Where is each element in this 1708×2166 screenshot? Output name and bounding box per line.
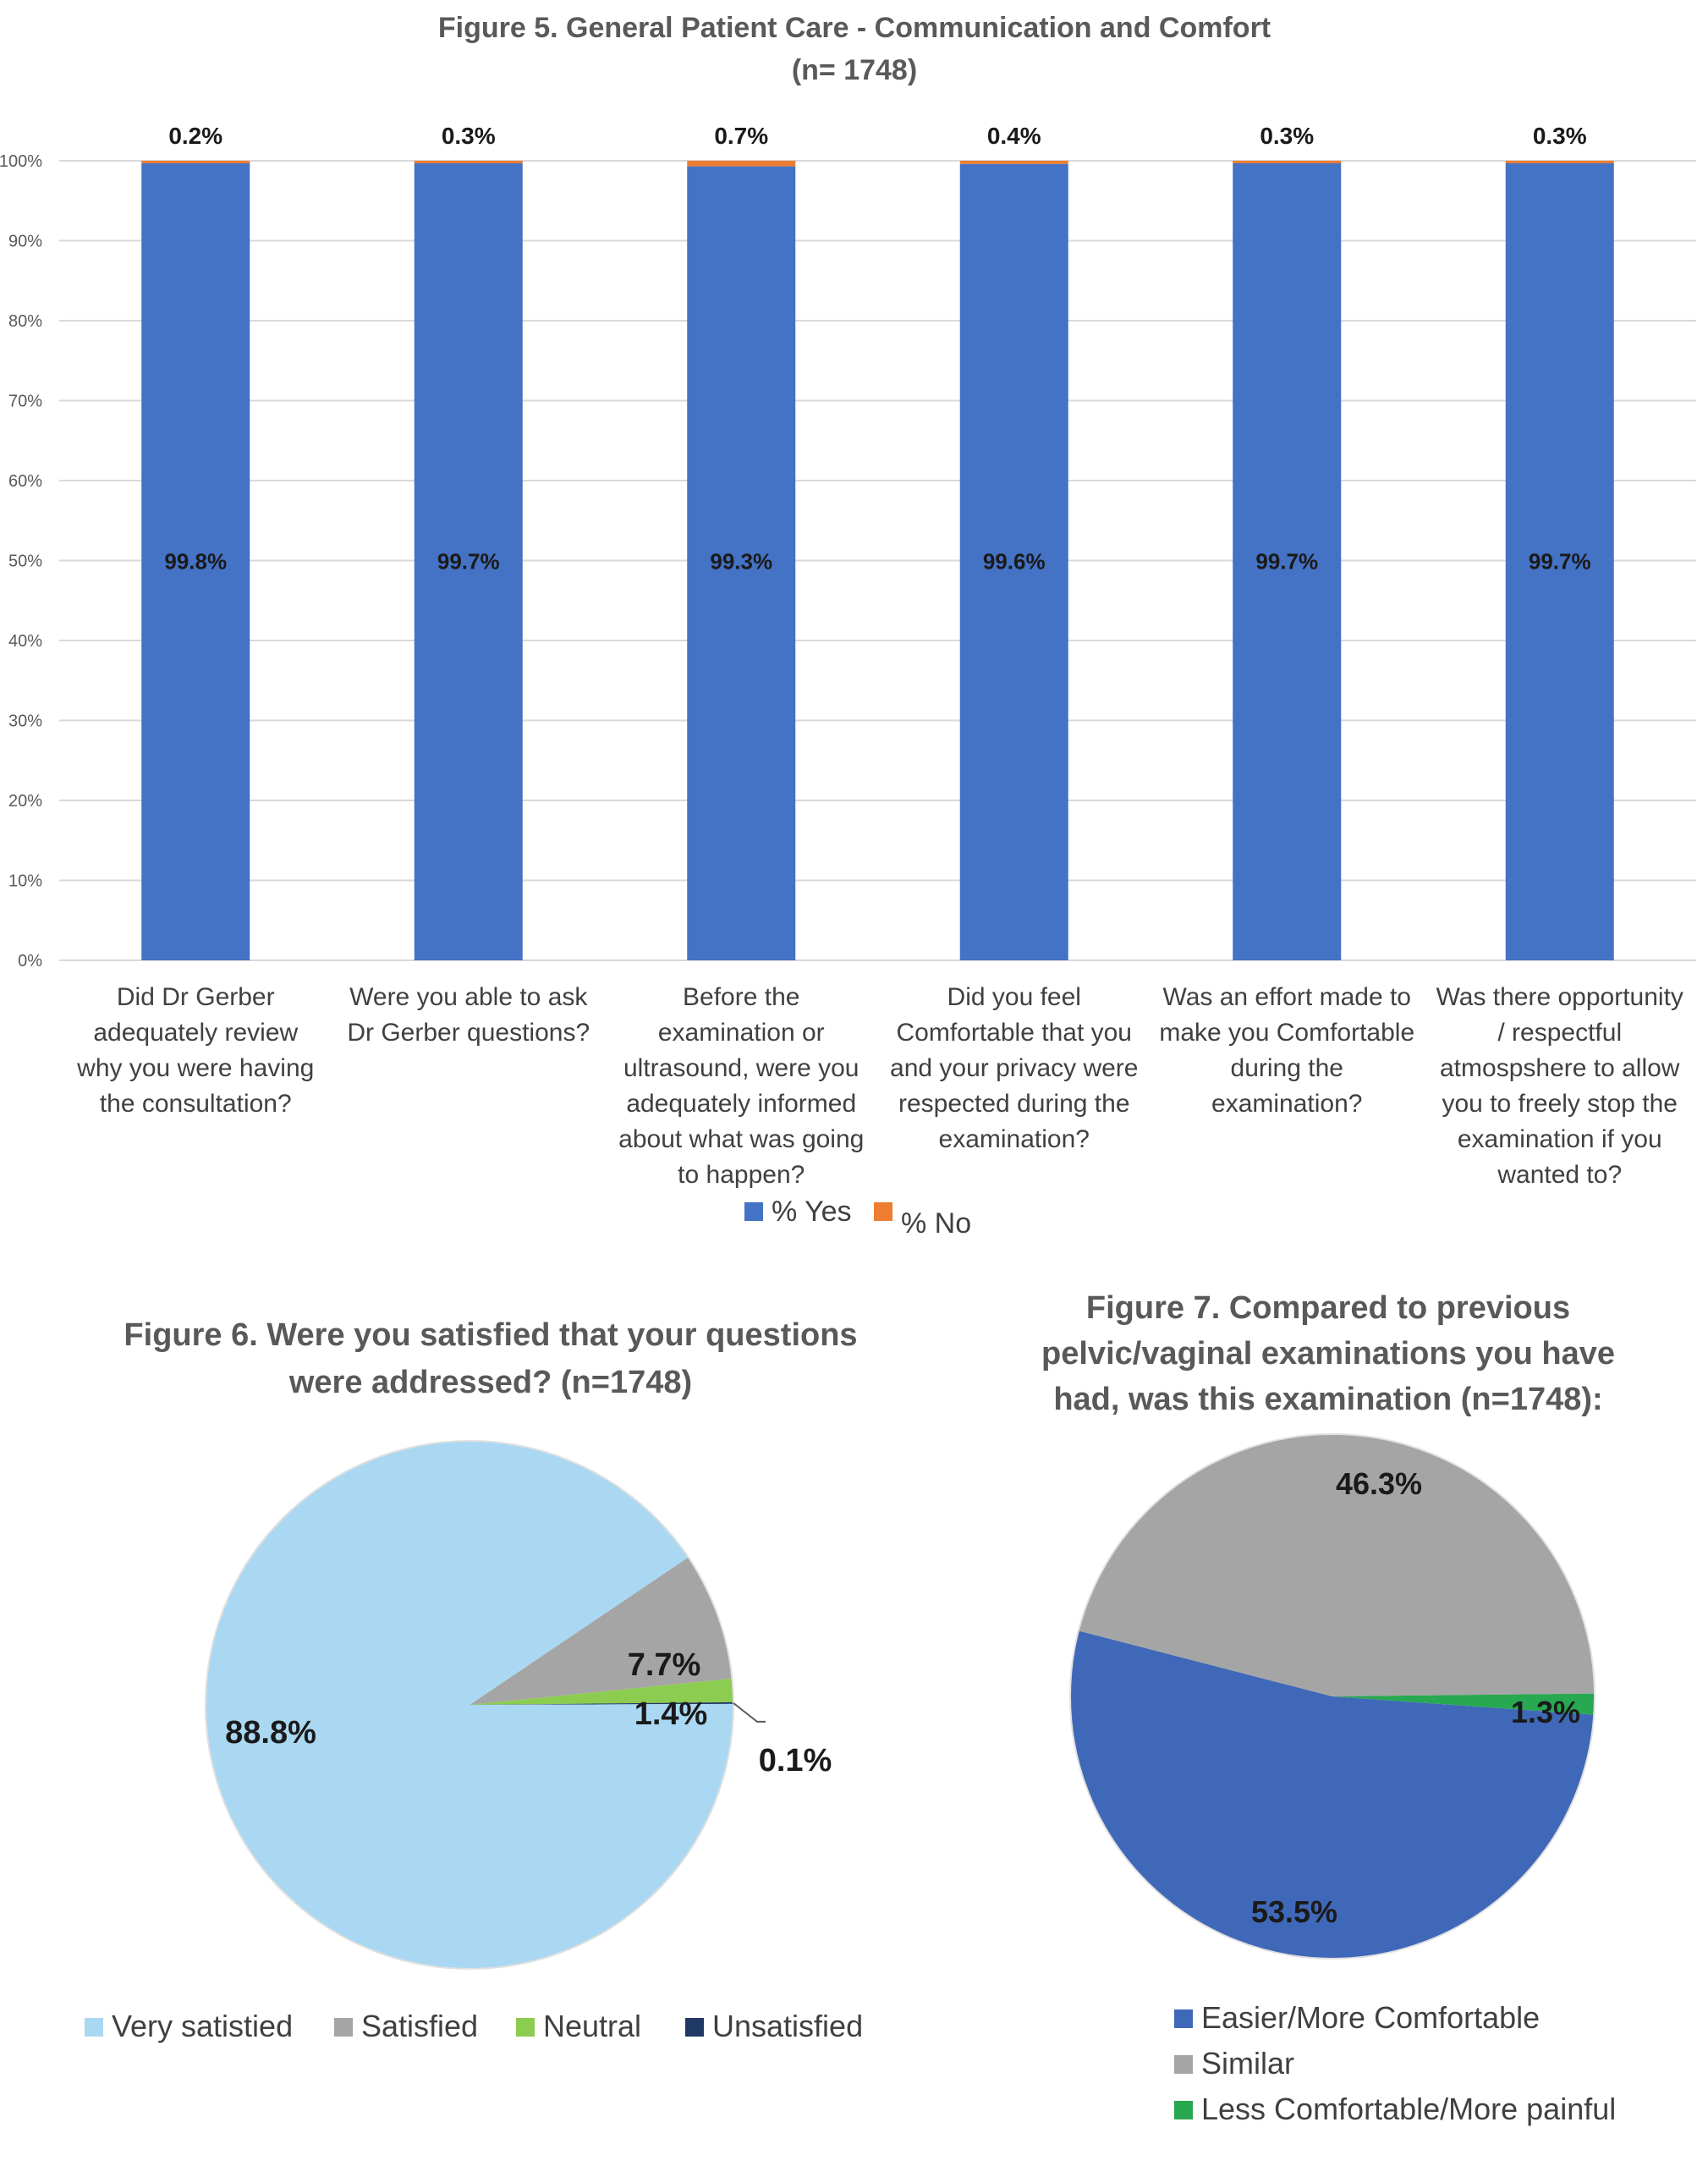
pie-slice <box>1070 1630 1595 1959</box>
legend-label: Very satistied <box>112 2009 293 2043</box>
legend-label: Unsatisfied <box>712 2009 863 2043</box>
pie-slice <box>1078 1434 1595 1696</box>
data-label-yes: 99.6% <box>983 549 1046 574</box>
pie-title-line: were addressed? (n=1748) <box>288 1365 692 1400</box>
bar-yes <box>1233 162 1342 960</box>
bar-no <box>141 161 250 163</box>
legend-swatch <box>334 2018 353 2037</box>
pie-outline <box>1069 1433 1595 1960</box>
y-tick-label: 10% <box>8 872 42 891</box>
legend-swatch <box>1174 2055 1193 2074</box>
data-label-yes: 99.7% <box>1255 549 1318 574</box>
y-tick-label: 60% <box>8 472 42 491</box>
data-label-no: 0.7% <box>714 123 768 149</box>
bar-no <box>1233 161 1342 163</box>
pie-title-line: Figure 6. Were you satisfied that your q… <box>124 1317 857 1353</box>
data-label-no: 0.4% <box>987 123 1041 149</box>
legend-swatch <box>85 2018 103 2037</box>
data-label-yes: 99.3% <box>710 549 772 574</box>
bar-no <box>687 161 796 167</box>
pie-slice <box>470 1701 733 1705</box>
legend-label: Easier/More Comfortable <box>1201 2000 1540 2035</box>
bar-yes <box>1505 162 1614 960</box>
x-category-label: Did Dr Gerber adequately review why you we… <box>76 983 314 1118</box>
pie-outline <box>205 1440 734 1970</box>
y-tick-label: 80% <box>8 312 42 331</box>
pie-leader-line <box>733 1702 766 1723</box>
x-category-label: Was an effort made to make you Comfortabl… <box>1159 983 1414 1118</box>
legend-swatch <box>1174 2009 1193 2028</box>
x-category-label: Was there opportunity / respectful atmosps… <box>1436 983 1683 1189</box>
figure-5-stacked-bar-chart: Figure 5. General Patient Care - Communi… <box>0 12 1696 1240</box>
y-tick-label: 70% <box>8 393 42 411</box>
figure-7-pie-chart: Figure 7. Compared to previous pelvic/vag… <box>1041 1290 1616 2126</box>
legend-label-no: % No <box>901 1207 971 1240</box>
y-tick-label: 50% <box>8 552 42 571</box>
pie-data-label: 46.3% <box>1336 1466 1422 1501</box>
x-category-label: Were you able to ask Dr Gerber questions? <box>347 983 590 1047</box>
legend-label: Less Comfortable/More painful <box>1201 2092 1616 2126</box>
y-tick-label: 0% <box>18 952 42 970</box>
data-label-yes: 99.7% <box>437 549 500 574</box>
data-label-no: 0.3% <box>1533 123 1587 149</box>
pie-title-line: Figure 7. Compared to previous <box>1086 1290 1570 1326</box>
pie-data-label: 1.3% <box>1511 1695 1580 1729</box>
legend-swatch <box>685 2018 704 2037</box>
pie-data-label: 7.7% <box>628 1647 701 1683</box>
pie-slice <box>470 1678 733 1705</box>
legend-swatch <box>516 2018 535 2037</box>
bar-no <box>959 161 1068 164</box>
bar-no <box>414 161 523 163</box>
pie-data-label: 1.4% <box>634 1696 708 1732</box>
bar-yes <box>687 166 796 961</box>
data-label-yes: 99.7% <box>1529 549 1591 574</box>
pie-slice <box>470 1557 733 1705</box>
y-tick-label: 40% <box>8 632 42 651</box>
y-tick-label: 30% <box>8 712 42 731</box>
y-tick-label: 20% <box>8 792 42 811</box>
bar-yes <box>141 162 250 960</box>
bar-no <box>1505 161 1614 163</box>
chart-subtitle: (n= 1748) <box>792 54 917 86</box>
y-tick-label: 100% <box>0 152 42 171</box>
legend-label: Satisfied <box>361 2009 478 2043</box>
legend-label: Neutral <box>543 2009 641 2043</box>
legend-swatch-yes <box>744 1202 763 1221</box>
chart-title: Figure 5. General Patient Care - Communi… <box>438 12 1271 44</box>
x-category-label: Did you feel Comfortable that you and your… <box>890 983 1138 1153</box>
legend-label-yes: % Yes <box>772 1196 852 1228</box>
data-label-no: 0.2% <box>168 123 222 149</box>
legend-label: Similar <box>1201 2046 1294 2081</box>
pie-title-line: pelvic/vaginal examinations you have <box>1041 1336 1615 1372</box>
pie-data-label: 53.5% <box>1251 1894 1337 1929</box>
pie-data-label: 0.1% <box>759 1743 832 1778</box>
x-category-label: Before the examination or ultrasound, were… <box>618 983 864 1189</box>
pie-slice <box>1332 1693 1595 1715</box>
bar-yes <box>959 163 1068 960</box>
pie-title-line: had, was this examination (n=1748): <box>1053 1382 1602 1417</box>
bar-yes <box>414 162 523 960</box>
data-label-no: 0.3% <box>442 123 496 149</box>
y-tick-label: 90% <box>8 233 42 251</box>
pie-slice <box>206 1441 734 1969</box>
pie-data-label: 88.8% <box>225 1715 316 1751</box>
legend-swatch-no <box>874 1202 892 1221</box>
figure-6-pie-chart: Figure 6. Were you satisfied that your q… <box>85 1317 863 2043</box>
legend-swatch <box>1174 2101 1193 2119</box>
data-label-yes: 99.8% <box>164 549 227 574</box>
data-label-no: 0.3% <box>1260 123 1314 149</box>
